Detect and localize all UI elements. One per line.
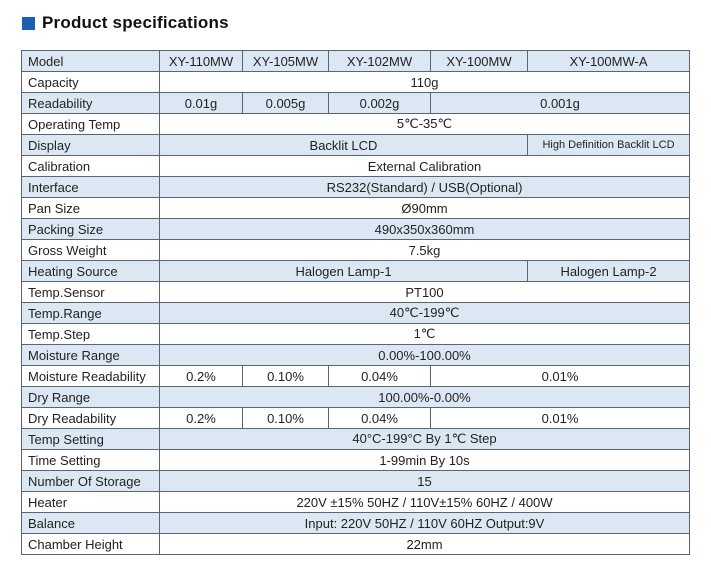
table-cell: External Calibration — [159, 155, 690, 177]
table-cell: 15 — [159, 470, 690, 492]
row-label: Temp.Range — [21, 302, 160, 324]
table-cell: 0.01g — [159, 92, 243, 114]
table-cell: 220V ±15% 50HZ / 110V±15% 60HZ / 400W — [159, 491, 690, 513]
row-label: Chamber Height — [21, 533, 160, 555]
table-cell: 1-99min By 10s — [159, 449, 690, 471]
row-label: Gross Weight — [21, 239, 160, 261]
table-row: Calibration External Calibration — [21, 155, 690, 177]
row-label: Heating Source — [21, 260, 160, 282]
table-row: Dry Readability 0.2% 0.10% 0.04% 0.01% — [21, 407, 690, 429]
row-label: Packing Size — [21, 218, 160, 240]
table-cell: Backlit LCD — [159, 134, 528, 156]
table-row: Moisture Range 0.00%-100.00% — [21, 344, 690, 366]
table-cell: 0.001g — [430, 92, 690, 114]
table-cell: 40°C-199°C By 1℃ Step — [159, 428, 690, 450]
table-row: Gross Weight 7.5kg — [21, 239, 690, 261]
row-label: Interface — [21, 176, 160, 198]
table-cell: 0.005g — [242, 92, 329, 114]
row-label: Number Of Storage — [21, 470, 160, 492]
heading-marker — [22, 16, 35, 30]
table-cell: 0.10% — [242, 407, 329, 429]
table-cell: 0.10% — [242, 365, 329, 387]
row-label: Readability — [21, 92, 160, 114]
row-label: Model — [21, 50, 160, 72]
table-row: Temp.Sensor PT100 — [21, 281, 690, 303]
row-label: Temp.Step — [21, 323, 160, 345]
row-label: Dry Range — [21, 386, 160, 408]
table-cell: PT100 — [159, 281, 690, 303]
table-row: Model XY-110MW XY-105MW XY-102MW XY-100M… — [21, 50, 690, 72]
table-row: Capacity 110g — [21, 71, 690, 93]
table-cell: Input: 220V 50HZ / 110V 60HZ Output:9V — [159, 512, 690, 534]
table-row: Chamber Height 22mm — [21, 533, 690, 555]
spec-table: Model XY-110MW XY-105MW XY-102MW XY-100M… — [21, 50, 690, 555]
table-cell: 0.01% — [430, 407, 690, 429]
table-cell: High Definition Backlit LCD — [527, 134, 690, 156]
table-row: Temp.Range 40℃-199℃ — [21, 302, 690, 324]
table-row: Temp Setting 40°C-199°C By 1℃ Step — [21, 428, 690, 450]
table-cell: Ø90mm — [159, 197, 690, 219]
table-cell: 0.002g — [328, 92, 431, 114]
table-cell: 0.2% — [159, 365, 243, 387]
table-cell: 0.04% — [328, 365, 431, 387]
table-cell: 7.5kg — [159, 239, 690, 261]
table-row: Interface RS232(Standard) / USB(Optional… — [21, 176, 690, 198]
table-row: Balance Input: 220V 50HZ / 110V 60HZ Out… — [21, 512, 690, 534]
table-cell: XY-110MW — [159, 50, 243, 72]
row-label: Moisture Range — [21, 344, 160, 366]
table-cell: 40℃-199℃ — [159, 302, 690, 324]
table-row: Display Backlit LCD High Definition Back… — [21, 134, 690, 156]
table-cell: XY-102MW — [328, 50, 431, 72]
row-label: Operating Temp — [21, 113, 160, 135]
table-cell: 22mm — [159, 533, 690, 555]
table-cell: 5℃-35℃ — [159, 113, 690, 135]
row-label: Display — [21, 134, 160, 156]
row-label: Pan Size — [21, 197, 160, 219]
table-cell: 0.01% — [430, 365, 690, 387]
table-cell: 1℃ — [159, 323, 690, 345]
table-row: Operating Temp 5℃-35℃ — [21, 113, 690, 135]
row-label: Dry Readability — [21, 407, 160, 429]
table-row: Heating Source Halogen Lamp-1 Halogen La… — [21, 260, 690, 282]
table-row: Pan Size Ø90mm — [21, 197, 690, 219]
row-label: Moisture Readability — [21, 365, 160, 387]
row-label: Temp Setting — [21, 428, 160, 450]
table-cell: XY-100MW-A — [527, 50, 690, 72]
table-cell: 110g — [159, 71, 690, 93]
table-row: Number Of Storage 15 — [21, 470, 690, 492]
table-cell: RS232(Standard) / USB(Optional) — [159, 176, 690, 198]
table-row: Packing Size 490x350x360mm — [21, 218, 690, 240]
table-cell: 0.04% — [328, 407, 431, 429]
table-cell: 100.00%-0.00% — [159, 386, 690, 408]
table-row: Temp.Step 1℃ — [21, 323, 690, 345]
row-label: Heater — [21, 491, 160, 513]
table-row: Dry Range 100.00%-0.00% — [21, 386, 690, 408]
table-row: Readability 0.01g 0.005g 0.002g 0.001g — [21, 92, 690, 114]
table-row: Time Setting 1-99min By 10s — [21, 449, 690, 471]
table-cell: 0.2% — [159, 407, 243, 429]
row-label: Temp.Sensor — [21, 281, 160, 303]
table-row: Heater 220V ±15% 50HZ / 110V±15% 60HZ / … — [21, 491, 690, 513]
row-label: Capacity — [21, 71, 160, 93]
table-cell: 0.00%-100.00% — [159, 344, 690, 366]
row-label: Calibration — [21, 155, 160, 177]
table-cell: Halogen Lamp-1 — [159, 260, 528, 282]
row-label: Time Setting — [21, 449, 160, 471]
table-cell: XY-105MW — [242, 50, 329, 72]
table-cell: 490x350x360mm — [159, 218, 690, 240]
row-label: Balance — [21, 512, 160, 534]
section-heading: Product specifications — [22, 12, 229, 34]
page-title: Product specifications — [42, 13, 229, 32]
table-cell: XY-100MW — [430, 50, 528, 72]
table-row: Moisture Readability 0.2% 0.10% 0.04% 0.… — [21, 365, 690, 387]
table-cell: Halogen Lamp-2 — [527, 260, 690, 282]
